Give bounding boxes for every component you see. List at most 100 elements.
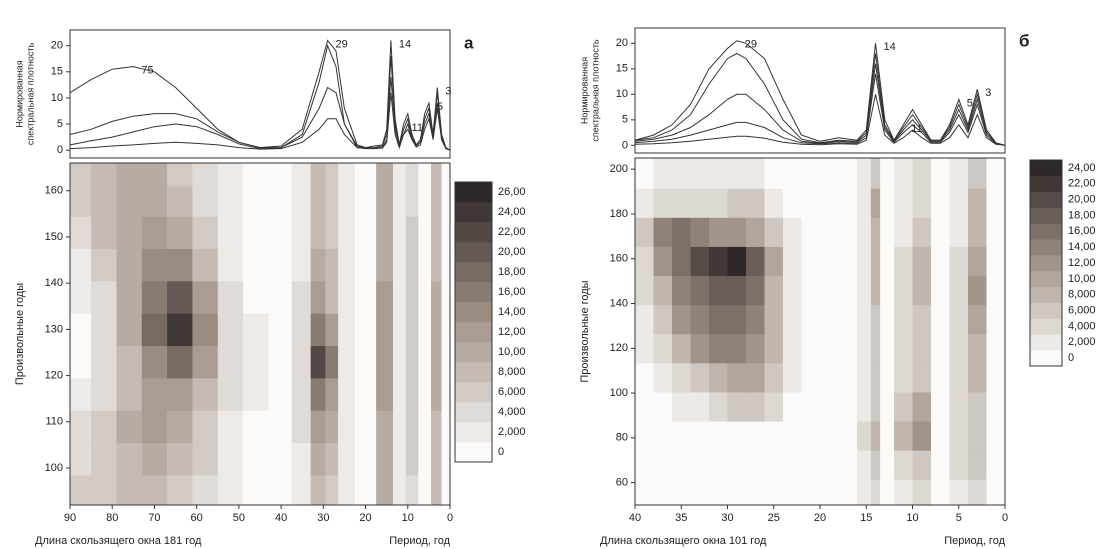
contour-cell [376,280,394,314]
x-tick-label: 50 [233,512,245,524]
contour-cell [986,275,1006,306]
plot-frame [69,29,451,159]
contour-cell [338,248,356,282]
contour-cell [141,410,168,444]
contour-cell [690,246,710,277]
contour-cell [949,450,969,480]
contour-cell [243,345,269,379]
colorbar-label: 0 [498,446,504,458]
contour-cell [857,450,872,480]
contour-cell [635,158,654,189]
contour-cell [91,410,117,444]
contour-cell [167,280,193,314]
contour-cell [931,246,950,277]
contour-cell [635,275,654,306]
colorbar-label: 18,00 [498,266,526,278]
contour-cell [393,280,407,314]
colorbar-band [455,222,492,243]
contour-cell [968,362,987,393]
contour-cell [764,479,784,506]
y-tick-label: 200 [610,163,628,175]
x-tick-label: 30 [317,512,329,524]
contour-cell [141,442,168,476]
y-axis-label: Нормированная [579,57,589,124]
x-tick-label: 90 [64,512,76,524]
contour-cell [376,377,394,411]
contour-cell [857,421,872,451]
contour-cell [912,246,932,277]
x-tick-label: 15 [860,512,872,524]
contour-cell [746,421,765,451]
contour-cell [672,421,691,451]
contour-cell [325,163,339,187]
y-tick-label: 110 [45,416,63,428]
spectrum-line [634,94,1006,146]
contour-cell [912,275,932,306]
x-tick-label: 35 [675,512,687,524]
contour-cell [91,280,117,314]
contour-cell [857,217,872,247]
contour-cell [820,158,839,189]
colorbar-label: 20,00 [1068,194,1096,206]
contour-cell [820,188,839,218]
contour-cell [441,442,451,476]
contour-cell [709,421,728,451]
contour-cell [116,410,143,444]
contour-cell [393,345,407,379]
spectrum-line [634,40,1006,146]
contour-cell [690,450,710,480]
contour-cell [986,246,1006,277]
contour-cell [291,163,312,187]
contour-cell [912,450,932,480]
contour-cell [431,186,443,217]
contour-cell [949,188,969,218]
contour-cell [820,421,839,451]
contour-cell [870,188,881,218]
contour-cell [783,304,802,335]
contour-cell [141,474,168,506]
contour-cell [192,377,219,411]
contour-cell [217,280,244,314]
contour-cell [635,391,654,422]
panel-label: б [1019,31,1030,50]
y-tick-label: 120 [45,370,63,382]
contour-cell [268,216,293,249]
contour-cell [405,248,419,282]
contour-cell [325,186,339,217]
contour-cell [746,275,765,306]
contour-cell [431,280,443,314]
y-tick-label: 120 [610,342,628,354]
contour-cell [672,391,691,422]
contour-cell [653,421,673,451]
contour-cell [393,442,407,476]
contour-cell [310,280,326,314]
contour-cell [635,362,654,393]
contour-cell [268,163,293,187]
contour-cell [217,313,244,347]
contour-cell [820,275,839,306]
colorbar-label: 16,00 [498,286,526,298]
contour-cell [746,304,765,335]
contour-cell [931,188,950,218]
x-tick-label: 5 [956,512,962,524]
contour-cell [243,186,269,217]
contour-cell [70,216,92,249]
contour-cell [268,280,293,314]
contour-cell [418,345,432,379]
contour-cell [418,410,432,444]
contour-cell [709,362,728,393]
colorbar-band [455,442,492,463]
contour-cell [70,313,92,347]
y-axis-label: Произвольные годы [579,280,591,382]
contour-cell [801,158,821,189]
contour-cell [727,391,747,422]
contour-cell [857,246,872,277]
peak-label: 5 [437,101,443,113]
contour-cell [325,345,339,379]
contour-cell [355,442,377,476]
contour-cell [167,186,193,217]
contour-cell [325,280,339,314]
contour-cell [949,246,969,277]
y-axis-label: спектральная плотность [590,39,600,142]
